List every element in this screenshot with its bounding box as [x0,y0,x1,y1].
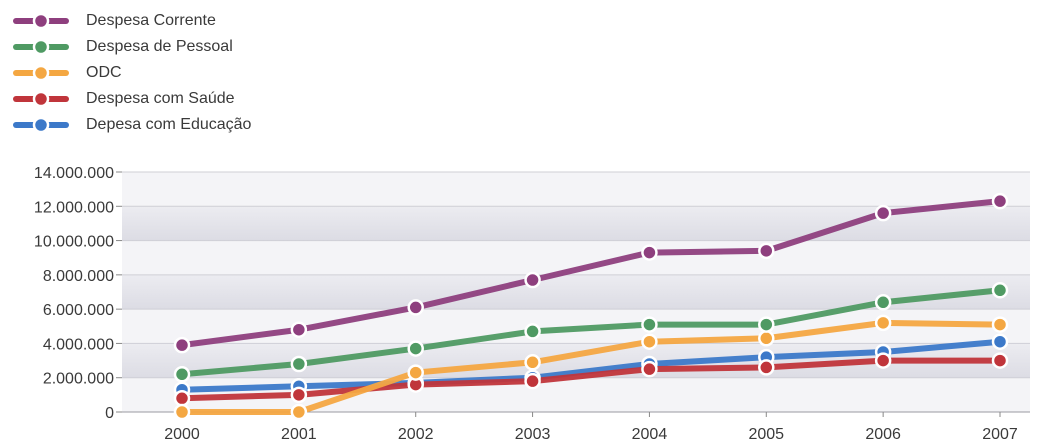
y-tick-label: 8.000.000 [43,268,114,285]
x-tick-label: 2007 [982,426,1018,441]
x-tick-label: 2001 [281,426,317,441]
legend-item: Despesa Corrente [10,8,251,34]
data-point [524,354,541,371]
legend-swatch [13,90,69,108]
data-point [758,316,775,333]
data-point [407,299,424,316]
y-tick-label: 0 [105,405,114,422]
y-tick-label: 6.000.000 [43,302,114,319]
data-point [641,333,658,350]
legend-item: ODC [10,60,251,86]
y-tick-label: 10.000.000 [34,234,114,251]
data-point [290,321,308,338]
series-line [179,338,1003,393]
x-tick-label: 2006 [865,426,901,441]
legend-marker [32,90,50,108]
data-point [641,360,658,378]
data-point [524,372,541,390]
data-point [407,364,424,381]
legend-item: Despesa de Pessoal [10,34,251,60]
legend-label: Despesa Corrente [86,12,216,29]
y-tick-label: 14.000.000 [34,165,114,182]
legend-marker [32,116,50,134]
legend-label: Despesa de Pessoal [86,38,233,55]
legend-item: Depesa com Educação [10,112,251,138]
data-point [524,323,541,340]
series-line [179,357,1003,402]
data-point [874,314,892,332]
data-point [991,316,1009,333]
legend-label: Depesa com Educação [86,116,252,133]
chart-legend: Despesa Corrente Despesa de Pessoal ODC Des… [10,8,251,138]
x-tick-label: 2004 [632,426,668,441]
legend-label: ODC [86,64,122,81]
x-tick-label: 2005 [748,426,784,441]
data-point [641,316,658,333]
x-tick-label: 2002 [398,426,434,441]
legend-marker [32,64,50,82]
legend-marker [32,12,50,30]
y-tick-label: 4.000.000 [43,336,114,353]
data-point [641,244,658,261]
data-point [991,352,1009,369]
data-point [991,333,1009,350]
data-point [290,403,308,421]
legend-swatch [13,64,69,82]
y-tick-label: 2.000.000 [43,371,114,388]
series-line [179,287,1003,378]
data-point [874,294,892,311]
data-point [758,330,775,347]
data-point [524,271,541,289]
legend-label: Despesa com Saúde [86,90,235,107]
data-point [758,242,775,260]
legend-marker [32,38,50,56]
legend-swatch [13,38,69,56]
data-point [991,192,1009,210]
legend-item: Despesa com Saúde [10,86,251,112]
data-point [758,359,775,376]
y-tick-label: 12.000.000 [34,199,114,216]
x-tick-label: 2003 [515,426,551,441]
data-point [173,366,191,383]
legend-swatch [13,12,69,30]
x-tick-label: 2000 [164,426,200,441]
series-line [179,198,1003,349]
data-point [173,390,191,407]
data-point [874,204,892,222]
data-point [991,282,1009,299]
legend-swatch [13,116,69,134]
data-point [173,403,191,421]
grid-band [122,172,1030,207]
data-point [290,386,308,404]
data-point [290,355,308,373]
data-point [173,336,191,354]
series-line [179,319,1003,415]
data-point [874,352,892,369]
data-point [407,340,424,357]
